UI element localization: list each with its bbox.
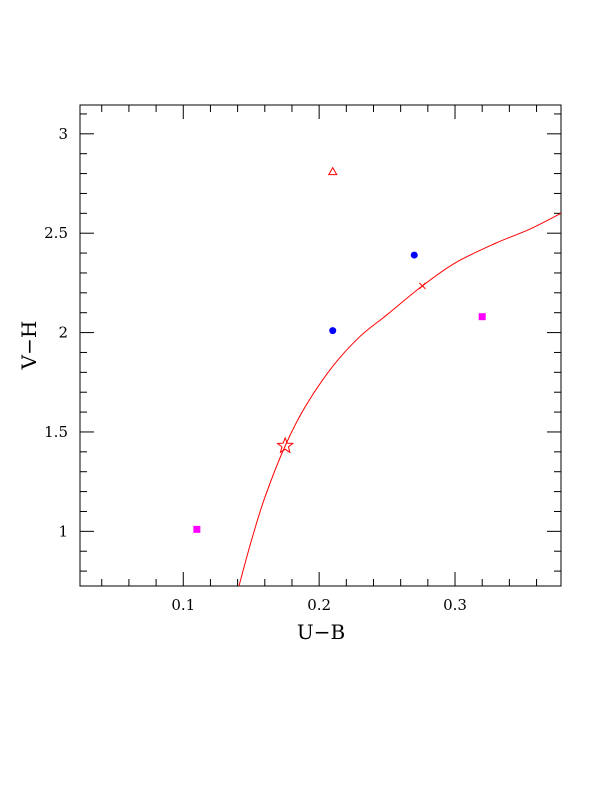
cross-marker bbox=[419, 282, 426, 290]
plot-frame bbox=[79, 104, 562, 587]
y-tick-label: 1.5 bbox=[44, 423, 68, 441]
data-markers bbox=[193, 166, 486, 533]
circle-marker bbox=[410, 251, 418, 259]
circle-marker bbox=[329, 327, 337, 335]
y-tick-label: 1 bbox=[58, 522, 68, 540]
x-tick-labels: 0.1 0.2 0.3 bbox=[171, 596, 467, 614]
star-marker bbox=[276, 436, 295, 454]
x-tick-label: 0.3 bbox=[443, 596, 467, 614]
y-tick-label: 2 bbox=[58, 324, 68, 342]
square-marker bbox=[478, 313, 486, 321]
x-axis-title: U−B bbox=[297, 620, 345, 644]
x-tick-label: 0.1 bbox=[171, 596, 195, 614]
square-marker bbox=[193, 525, 201, 533]
triangle-marker bbox=[327, 166, 338, 176]
y-tick-label: 3 bbox=[58, 125, 68, 143]
cross-stroke bbox=[419, 282, 426, 290]
model-curve bbox=[238, 212, 562, 587]
y-axis-title: V−H bbox=[17, 321, 41, 371]
x-tick-label: 0.2 bbox=[307, 596, 331, 614]
y-tick-labels: 1 1.5 2 2.5 3 bbox=[44, 125, 68, 541]
tick-marks bbox=[80, 105, 561, 586]
y-tick-label: 2.5 bbox=[44, 224, 68, 242]
